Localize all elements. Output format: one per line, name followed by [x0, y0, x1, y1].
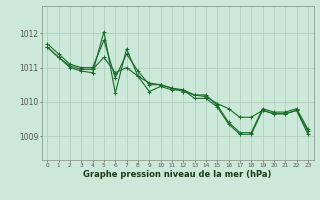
X-axis label: Graphe pression niveau de la mer (hPa): Graphe pression niveau de la mer (hPa) [84, 170, 272, 179]
